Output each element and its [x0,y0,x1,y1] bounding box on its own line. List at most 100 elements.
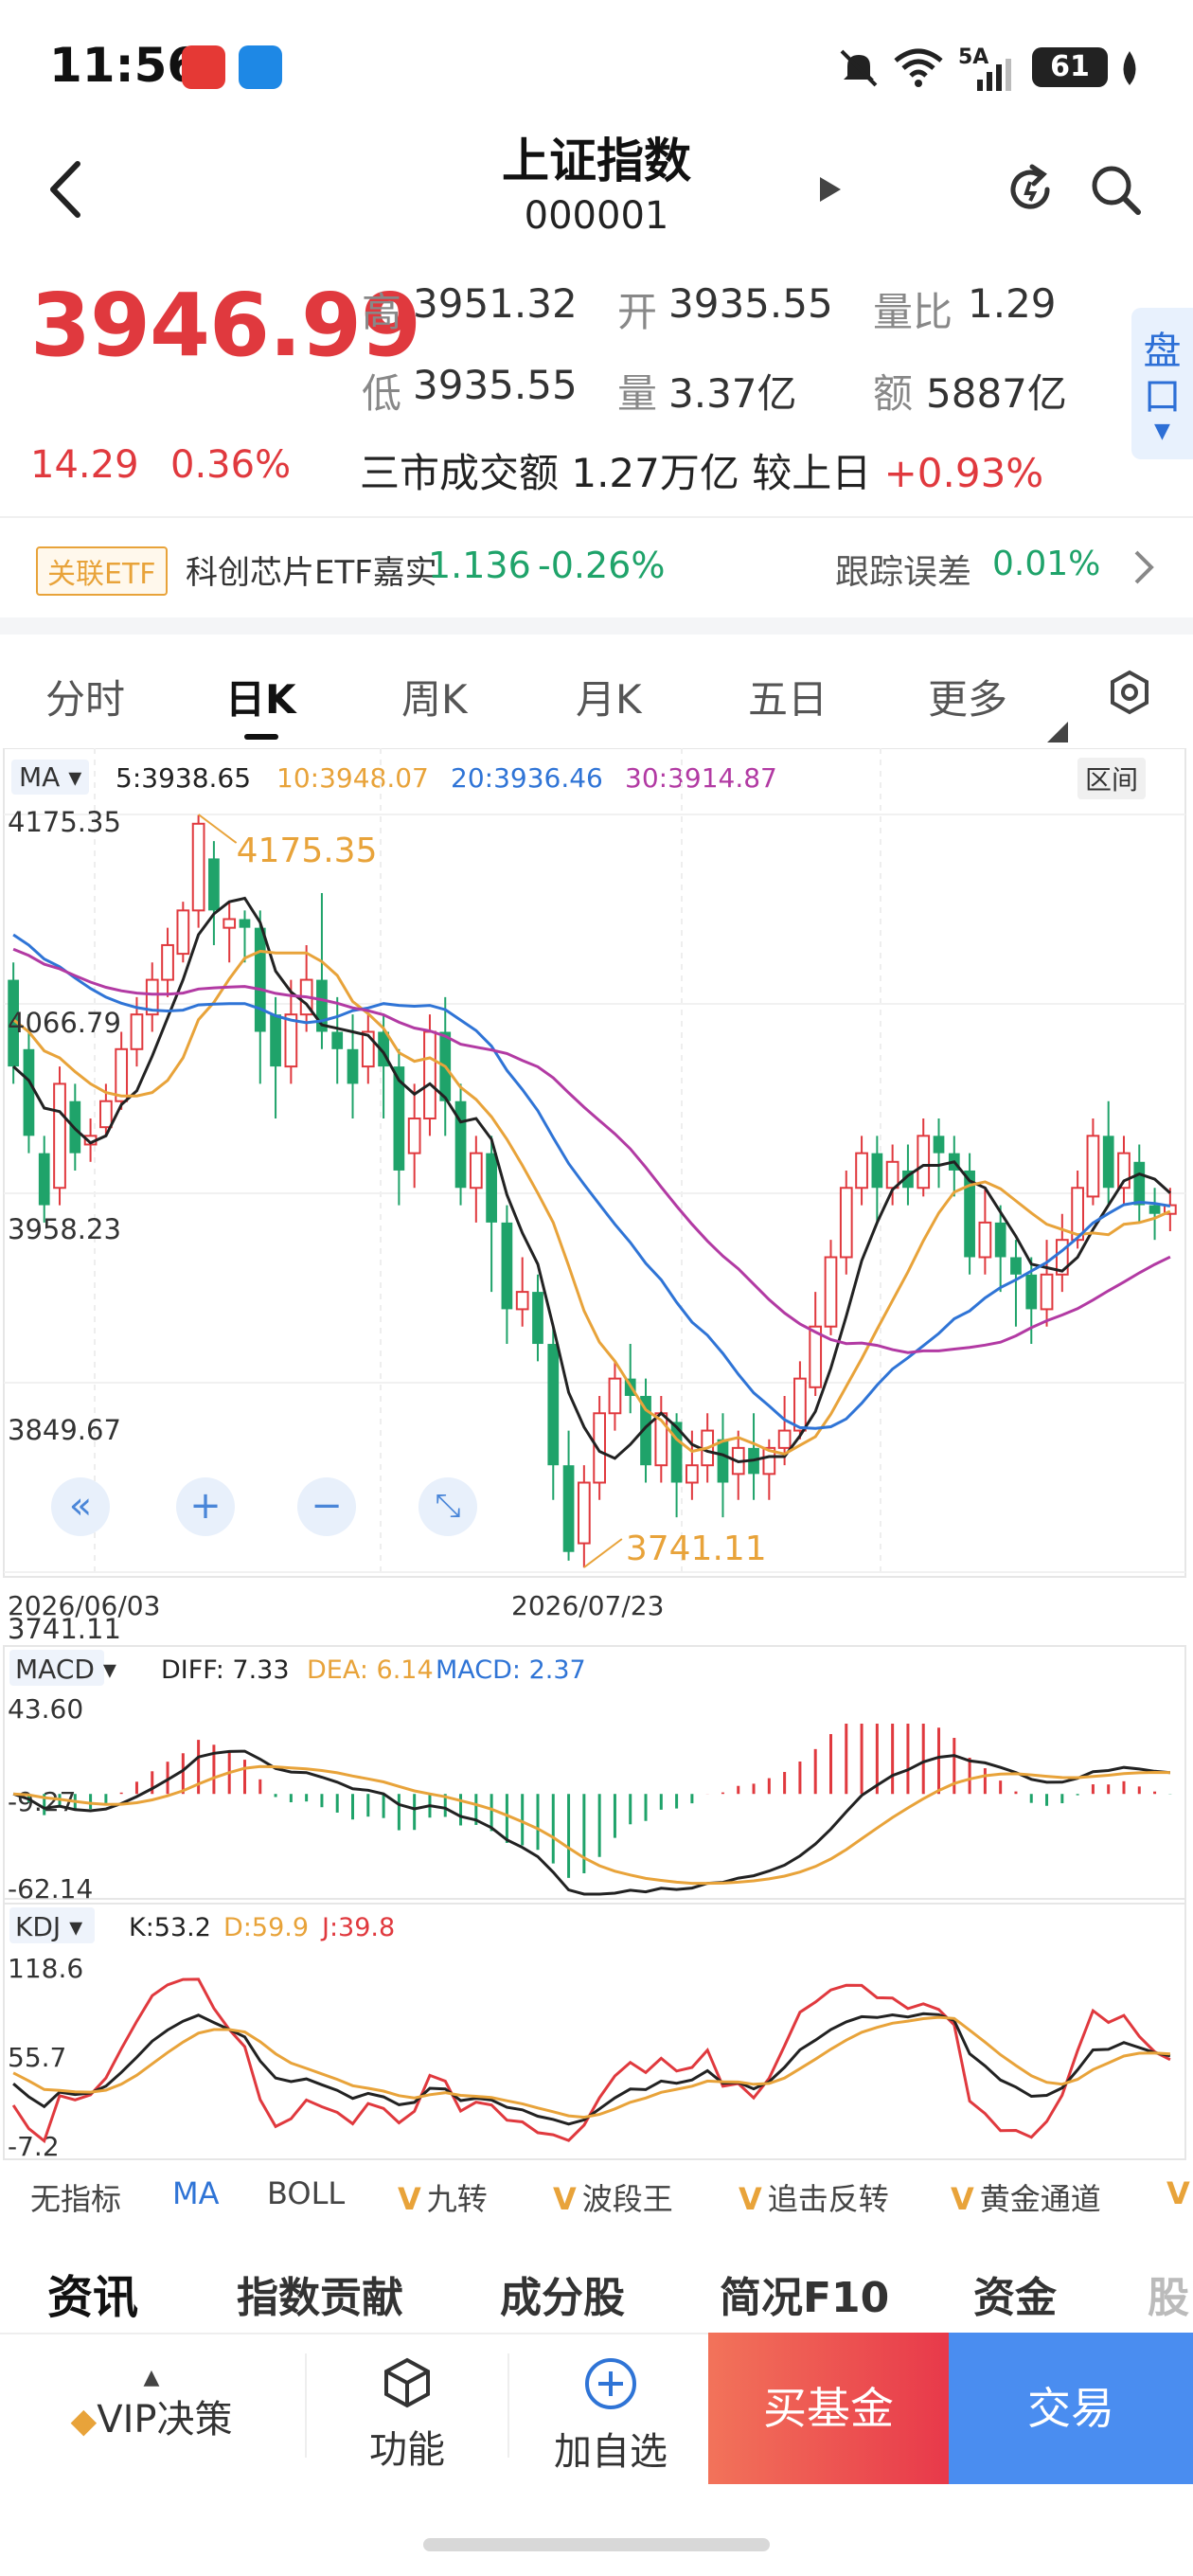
candle-body [577,1481,591,1545]
price-axis-label: 4175.35 [8,806,121,838]
price-axis-label: 3849.67 [8,1414,121,1446]
vip-v-icon: V [398,2181,421,2217]
kline-chart[interactable]: 4175.35 4066.79 3958.23 3849.67 3741.11 4175.… [0,748,1193,2169]
candle-body [1071,1187,1084,1242]
volume-value: 3.37亿 [668,370,797,417]
volume-ratio-value: 1.29 [968,280,1057,327]
volume-label: 量 [617,370,658,417]
ma20-value: 20:3936.46 [451,762,603,794]
tab-weekly-k[interactable]: 周K [401,676,468,723]
divider [305,2353,307,2458]
candle-body [115,1047,129,1102]
low-value: 3935.55 [413,362,578,408]
panel-border [3,1645,1186,1905]
app-notification-icon [182,45,225,89]
candle-body [871,1153,883,1189]
price-change: 14.29 [30,443,139,487]
settings-icon[interactable] [1106,669,1153,716]
candle-body [1055,1239,1069,1276]
candle-body [99,1100,113,1129]
app-notification-icon [239,45,282,89]
info-tab-stocks[interactable]: 股 [1148,2274,1189,2322]
tab-five-day[interactable]: 五日 [748,676,828,723]
scroll-left-button[interactable]: « [51,1477,110,1536]
buy-fund-button[interactable]: 买基金 [708,2333,949,2484]
candle-body [176,909,190,956]
etf-change: -0.26% [538,545,666,586]
info-tab-constituents[interactable]: 成分股 [500,2274,625,2322]
indicator-ma[interactable]: MA [172,2175,220,2211]
tab-intraday[interactable]: 分时 [45,676,126,723]
kdj-d: D:59.9 [223,1913,309,1942]
chevron-right-icon [1134,550,1154,584]
network-type: 5A [958,45,989,69]
wifi-icon [894,48,943,87]
indicator-boll[interactable]: BOLL [267,2175,346,2211]
macd-dea: DEA: 6.14 [307,1655,434,1685]
info-tab-contribution[interactable]: 指数贡献 [237,2274,403,2322]
panel-border [3,748,1186,1578]
search-icon[interactable] [1087,161,1144,218]
candle-body [933,1136,945,1154]
add-watchlist-label: 加自选 [554,2430,668,2474]
tab-monthly-k[interactable]: 月K [576,676,642,723]
price-axis-label: 3741.11 [8,1613,121,1645]
ma-selector[interactable]: MA ▾ [11,760,90,795]
candle-body [547,1344,560,1466]
info-tab-capital[interactable]: 资金 [973,2274,1057,2322]
kdj-d-line [12,2015,1170,2120]
kdj-selector: KDJ ▾ [15,1911,82,1942]
related-etf-row[interactable]: 关联ETF 科创芯片ETF嘉实 1.136 -0.26% 跟踪误差 0.01% [0,516,1193,616]
candle-body [824,1256,838,1328]
indicator-none[interactable]: 无指标 [30,2181,122,2217]
candle-body [1148,1205,1161,1214]
zoom-out-button[interactable]: − [297,1477,356,1536]
fullscreen-button[interactable]: ⤡ [418,1477,477,1536]
macd-value: MACD: 2.37 [436,1655,586,1685]
indicator-zhuiji[interactable]: V 追击反转 [739,2175,889,2219]
candle-body [1133,1161,1146,1206]
zoom-in-button[interactable]: + [176,1477,235,1536]
volume-ratio-label: 量比 [873,289,953,335]
tracking-error-label: 跟踪误差 [835,553,972,592]
tab-daily-k[interactable]: 日K [225,676,296,723]
indicator-more[interactable]: V [1166,2175,1193,2211]
play-triangle-icon[interactable] [816,175,843,204]
candle-body [994,1222,1006,1258]
low-label: 低 [362,370,402,417]
candle-body [670,1422,683,1483]
date-axis-label: 2026/06/03 [8,1590,160,1621]
candle-body [532,1292,543,1345]
kdj-axis-label: -7.2 [8,2131,60,2162]
trade-button[interactable]: 交易 [949,2333,1193,2484]
function-button[interactable]: 功能 [341,2356,473,2474]
refresh-icon[interactable] [1002,161,1059,218]
home-indicator[interactable] [423,2538,770,2551]
battery-icon: 61 [1032,47,1108,87]
indicator-huangjin[interactable]: V 黄金通道 [951,2175,1101,2219]
diamond-icon: ◆ [70,2402,98,2441]
candle-body [145,978,159,1016]
kdj-axis-label: 55.7 [8,2042,66,2073]
caret-down-icon: ▼ [1154,420,1170,443]
kdj-selector-box [9,1907,95,1943]
candle-body [486,1153,497,1223]
candle-body [809,1325,823,1388]
vip-decision-button[interactable]: ▲ ◆VIP决策 [38,2368,265,2443]
info-tab-news[interactable]: 资讯 [47,2271,139,2324]
turnover-text: 三市成交额 1.27万亿 较上日 [360,450,872,496]
candle-body [161,943,174,981]
candle-body [347,1048,359,1084]
indicator-label: 追击反转 [767,2181,889,2217]
add-watchlist-button[interactable]: 加自选 [540,2356,682,2476]
order-book-button[interactable]: 盘 口 ▼ [1131,308,1193,459]
high-marker-line [198,814,238,844]
tab-more[interactable]: 更多 [928,676,1008,723]
indicator-jiuzhuan[interactable]: V 九转 [398,2175,488,2219]
active-tab-indicator [244,734,278,740]
range-button[interactable]: 区间 [1077,758,1147,799]
info-tab-f10[interactable]: 简况F10 [720,2274,890,2322]
indicator-boduanwang[interactable]: V 波段王 [553,2175,673,2219]
back-icon[interactable] [42,156,89,223]
candle-body [270,1014,281,1067]
